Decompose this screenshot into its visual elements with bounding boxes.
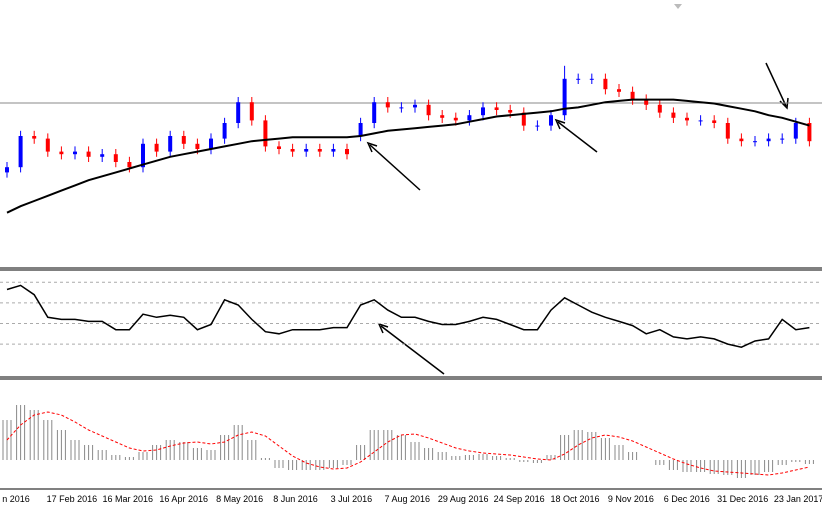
candle-body [317,149,322,152]
candle-body [249,102,254,121]
candle-body [453,117,458,121]
candle-body [793,123,798,139]
x-tick-label: 24 Sep 2016 [494,494,545,504]
candle-body [222,123,227,139]
candle-body [712,120,717,123]
x-tick-label: 7 Aug 2016 [385,494,431,504]
arrow [369,144,421,191]
x-tick-label: n 2016 [2,494,30,504]
arrow [557,121,598,153]
candle-body [358,123,363,136]
x-tick-label: 8 Jun 2016 [273,494,318,504]
moving-average [6,98,810,214]
arrow [380,325,445,375]
x-tick-label: 16 Mar 2016 [103,494,154,504]
candle-body [725,123,730,139]
candle-body [426,104,431,116]
candle-body [209,138,213,149]
candle-body [127,162,132,168]
candle-body [168,136,173,152]
candle-body [617,89,621,92]
x-tick-label: 31 Dec 2016 [717,494,768,504]
candle-body [807,123,812,142]
candle-body [508,110,513,113]
arrow-head [554,118,566,130]
candle-body [535,125,540,127]
candle-body [277,146,281,149]
candle-body [154,143,159,152]
candle-body [562,78,567,116]
candle-body [113,154,118,162]
candle-body [671,112,676,118]
candle-body [195,143,200,149]
x-tick-label: 3 Jul 2016 [331,494,373,504]
candle-body [413,104,417,108]
candle-body [45,138,50,152]
candle-body [5,167,9,173]
shift-marker [674,4,682,9]
candle-body [630,91,635,100]
candle-body [753,141,757,143]
candle-body [644,99,649,105]
candle-body [589,78,594,80]
candle-body [263,120,268,147]
candle-body [290,149,295,152]
x-tick-label: 18 Oct 2016 [550,494,599,504]
candle-body [86,151,91,157]
candle-body [345,149,349,155]
x-tick-label: 9 Nov 2016 [608,494,654,504]
candle-body [698,120,703,122]
signal-line [6,411,810,476]
candle-body [399,107,404,109]
candle-body [467,115,472,121]
candle-body [331,149,336,152]
candle-body [18,136,23,168]
candle-body [385,102,390,108]
candle-body [657,104,662,113]
candle-body [494,107,499,110]
candle-body [59,151,64,155]
candle-body [32,136,37,139]
x-tick-label: 8 May 2016 [216,494,263,504]
x-tick-label: 6 Dec 2016 [664,494,710,504]
candle-body [739,138,744,142]
candle-body [766,138,771,142]
arrow-head [366,141,378,153]
x-tick-label: 17 Feb 2016 [47,494,98,504]
x-tick-label: 23 Jan 2017 [774,494,822,504]
candle-body [685,117,689,121]
candle-body [304,149,309,152]
candle-body [141,143,145,168]
x-tick-label: 29 Aug 2016 [438,494,489,504]
candle-body [780,138,785,140]
candle-body [73,151,77,155]
candle-body [236,102,241,123]
x-tick-label: 16 Apr 2016 [159,494,208,504]
candle-body [372,102,377,123]
candle-body [576,78,581,80]
candle-body [440,115,445,118]
oscillator-line [6,284,810,348]
candle-body [181,136,186,144]
candle-body [603,78,608,90]
candle-body [521,112,526,126]
arrow [765,62,787,107]
candle-body [549,115,553,126]
candle-body [481,107,485,116]
candle-body [100,154,105,157]
